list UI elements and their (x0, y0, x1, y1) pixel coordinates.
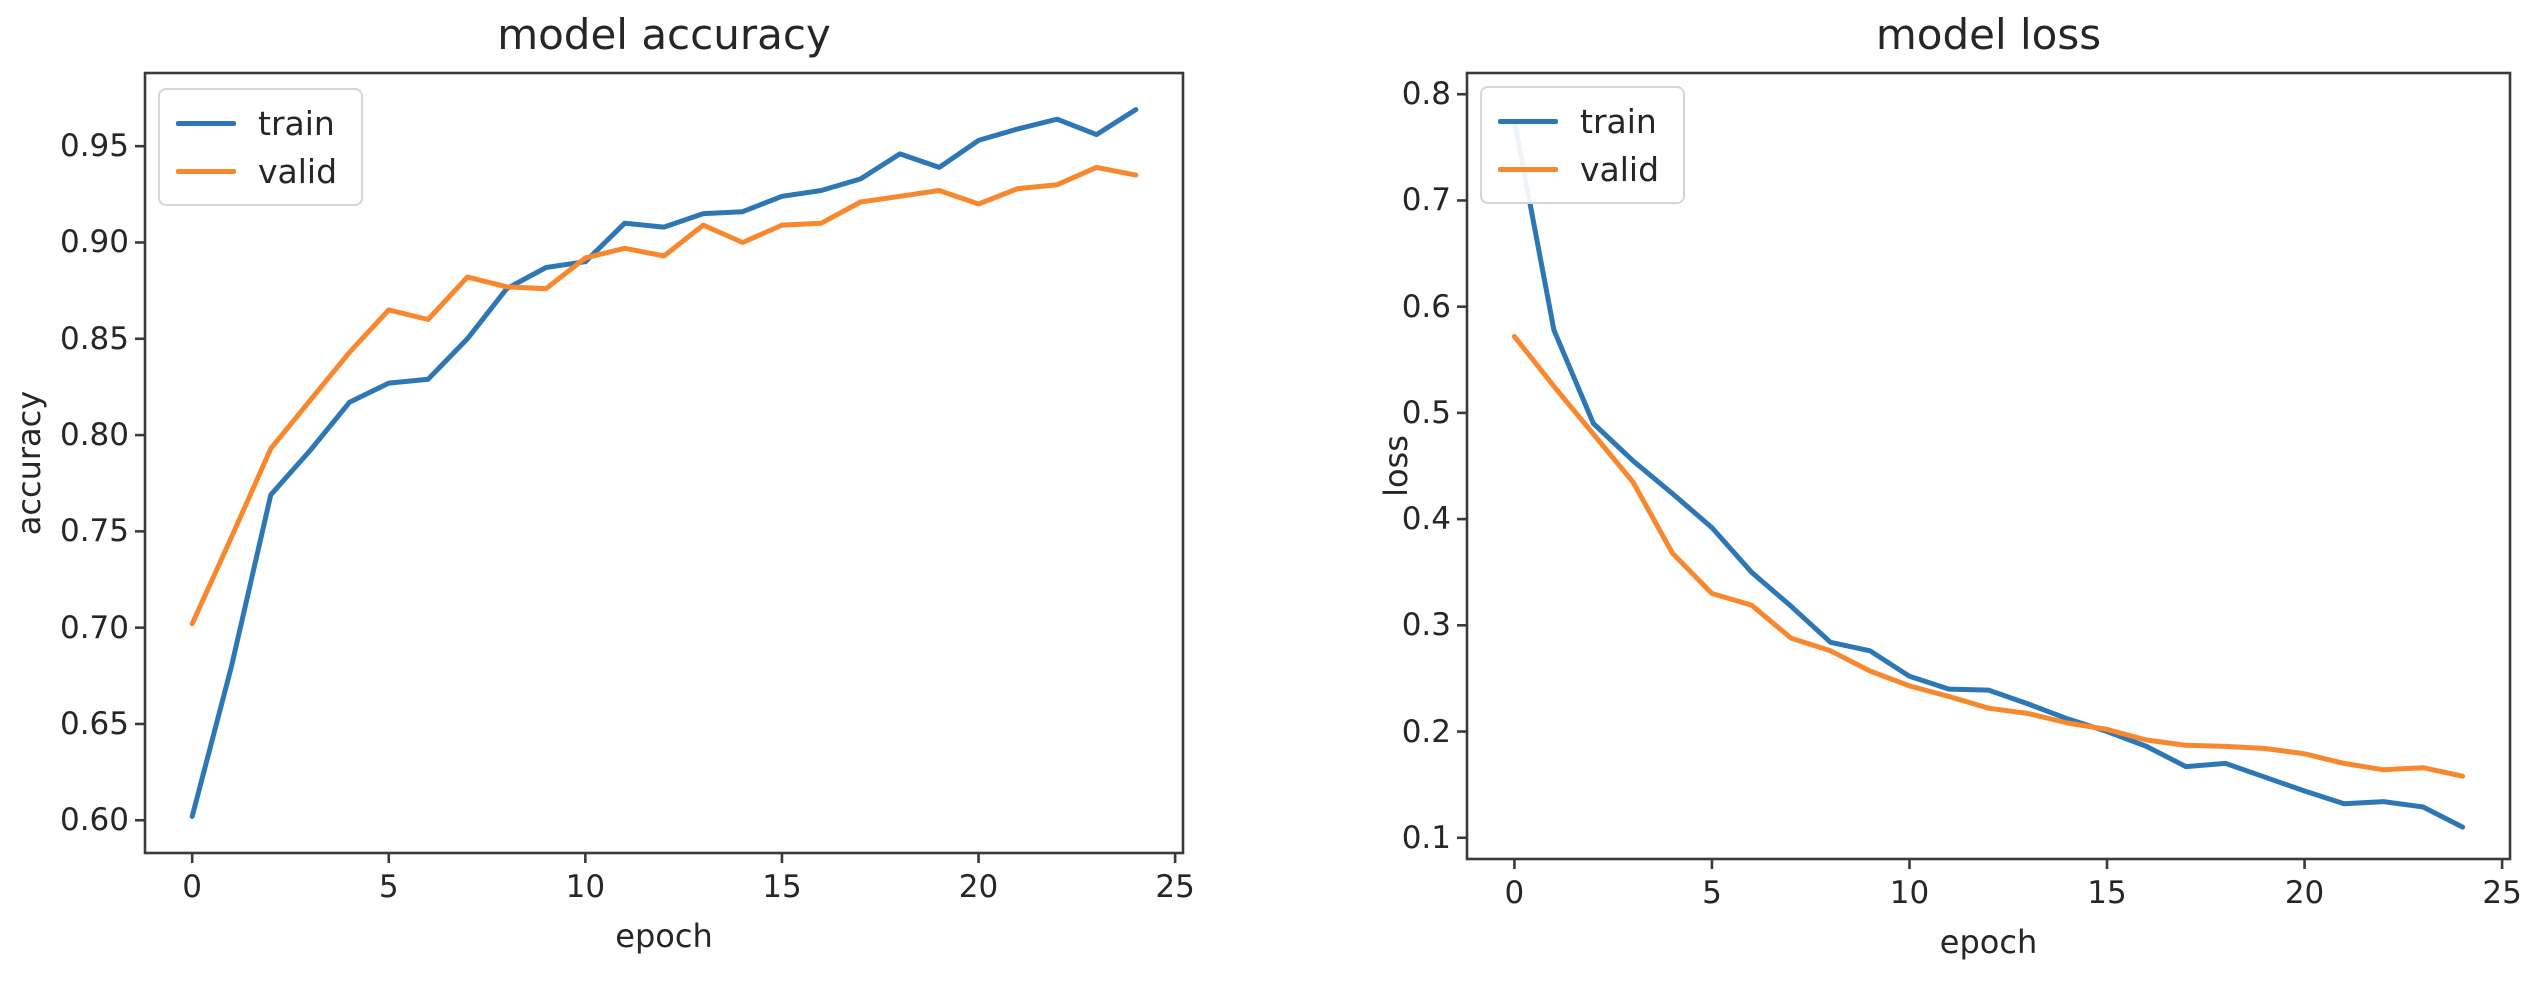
axes-spines-accuracy (143, 71, 1185, 855)
legend-loss: train valid (1480, 86, 1686, 204)
x-tick-label: 20 (2284, 875, 2325, 911)
y-tick-label: 0.5 (1401, 394, 1451, 431)
legend-entry-valid: valid (1498, 146, 1659, 192)
chart-title-loss: model loss (1875, 10, 2102, 59)
x-tick-label: 0 (182, 869, 203, 905)
legend-entry-valid: valid (176, 148, 337, 194)
legend-swatch-train-icon (1498, 118, 1558, 124)
series-line-valid-loss (1511, 333, 2466, 779)
series-line-train-loss (1511, 118, 2466, 830)
y-tick-label: 0.8 (1401, 76, 1451, 113)
x-tick-label: 15 (2087, 875, 2127, 911)
x-tick-label: 15 (762, 869, 802, 905)
y-tick-label: 0.80 (59, 417, 129, 454)
x-tick-label: 5 (1702, 875, 1722, 911)
y-tick-label: 0.95 (59, 128, 129, 165)
y-tick-label: 0.3 (1401, 607, 1451, 644)
legend-swatch-valid-icon (176, 168, 236, 174)
legend-swatch-train-icon (176, 120, 236, 126)
y-tick-label: 0.1 (1401, 819, 1451, 856)
y-tick-label: 0.90 (59, 224, 129, 261)
x-tick-label: 20 (958, 869, 999, 905)
y-tick-label: 0.75 (59, 513, 129, 550)
y-tick-label: 0.85 (59, 320, 129, 357)
x-tick-label: 25 (1155, 869, 1195, 905)
y-tick-label: 0.4 (1401, 501, 1451, 538)
axes-spines-loss (1465, 71, 2512, 861)
y-tick-label: 0.7 (1401, 182, 1451, 219)
legend-swatch-valid-icon (1498, 166, 1558, 172)
legend-entry-train: train (176, 100, 337, 146)
series-line-valid-accuracy (189, 164, 1139, 627)
x-axis-label-epoch-right: epoch (1939, 923, 2038, 961)
legend-accuracy: train valid (158, 88, 364, 206)
y-tick-label: 0.65 (59, 705, 129, 742)
y-tick-label: 0.60 (59, 802, 129, 839)
legend-label-train: train (1580, 101, 1657, 141)
legend-label-valid: valid (258, 151, 338, 191)
y-tick-label: 0.6 (1401, 288, 1451, 325)
axis-ticks-loss (1457, 92, 2504, 869)
x-tick-label: 10 (1889, 875, 1930, 911)
x-axis-label-epoch-left: epoch (615, 917, 713, 955)
x-tick-label: 25 (2482, 875, 2522, 911)
chart-title-accuracy: model accuracy (497, 10, 831, 59)
x-tick-label: 5 (378, 869, 399, 905)
legend-entry-train: train (1498, 98, 1659, 144)
y-tick-label: 0.70 (59, 609, 129, 646)
axis-ticks-accuracy (135, 144, 1177, 863)
legend-label-train: train (258, 103, 335, 143)
x-tick-label: 10 (565, 869, 606, 905)
x-tick-label: 0 (1504, 875, 1525, 911)
y-tick-label: 0.2 (1401, 713, 1451, 750)
legend-label-valid: valid (1580, 149, 1660, 189)
series-line-train-accuracy (189, 107, 1139, 819)
